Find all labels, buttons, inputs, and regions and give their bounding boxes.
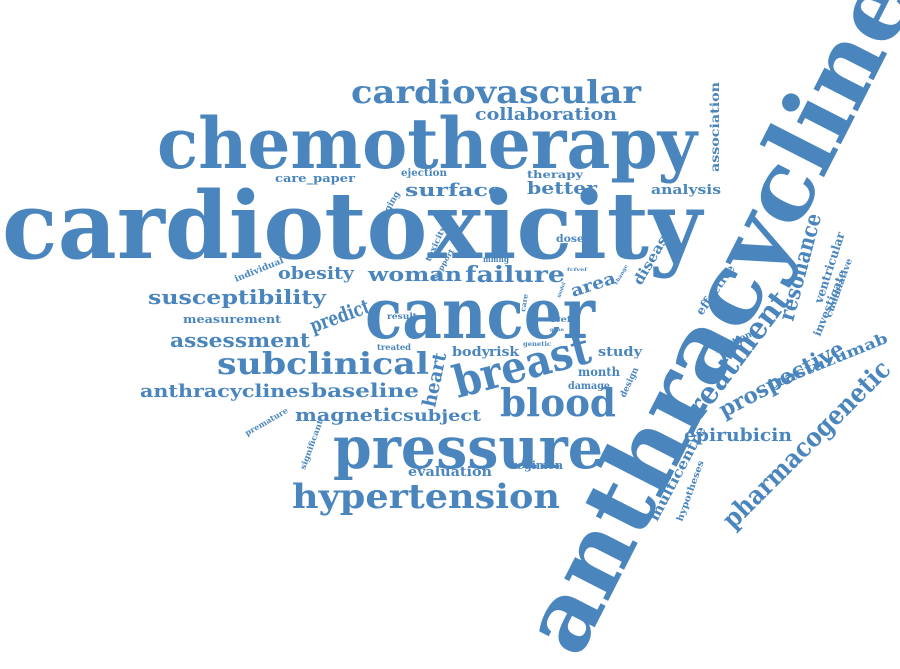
word-magnetic: magnetic bbox=[295, 405, 403, 426]
word-premature: premature bbox=[243, 405, 290, 438]
word-hypertension: hypertension bbox=[292, 477, 560, 517]
word-susceptibility: susceptibility bbox=[148, 285, 328, 309]
word-anthracyclines: anthracyclines bbox=[140, 381, 310, 402]
word-genetic: genetic bbox=[523, 341, 551, 348]
word-regimen: regimen bbox=[511, 459, 563, 472]
word-obesity: obesity bbox=[278, 264, 355, 284]
word-subject: subject bbox=[403, 406, 482, 425]
word-cardiotoxicity: cardiotoxicity bbox=[2, 171, 705, 280]
word-care: care bbox=[518, 293, 530, 313]
word-pressure: pressure bbox=[333, 414, 603, 482]
word-therapy: therapy bbox=[527, 170, 585, 181]
word-result: result bbox=[387, 311, 417, 321]
word-evaluation: evaluation bbox=[408, 465, 493, 480]
word-analysis: analysis bbox=[651, 183, 721, 198]
word-failure: failure bbox=[465, 262, 565, 288]
word-association: association bbox=[708, 82, 722, 172]
word-cardiovascular: cardiovascular bbox=[351, 73, 642, 111]
word-assessment: assessment bbox=[170, 328, 311, 352]
word-baseline: baseline bbox=[311, 380, 419, 402]
word-blood: blood bbox=[500, 380, 616, 425]
word-collaboration: collaboration bbox=[475, 105, 617, 125]
word-risk: risk bbox=[489, 345, 520, 360]
word-epirubicin: epirubicin bbox=[684, 425, 792, 446]
word-mmhg: mmhg bbox=[483, 254, 509, 264]
word-surface: surface bbox=[405, 180, 503, 201]
word-study: study bbox=[598, 345, 642, 360]
word-woman: woman bbox=[367, 262, 463, 286]
word-cancer: cancer bbox=[365, 272, 596, 355]
word-measurement: measurement bbox=[183, 313, 282, 326]
word-ejection: ejection bbox=[401, 168, 448, 179]
word-better: better bbox=[527, 179, 598, 199]
word-dose: dose bbox=[556, 234, 584, 245]
word-lvef: lvef bbox=[551, 314, 572, 324]
word-chemotherapy: chemotherapy bbox=[157, 102, 699, 185]
word-body: body bbox=[452, 345, 490, 360]
word-treated: treated bbox=[377, 342, 411, 352]
word-month: month bbox=[578, 365, 620, 379]
word-damage: damage bbox=[568, 381, 610, 392]
word-care_paper: care_paper bbox=[275, 172, 355, 186]
word-fcfvef: fcfvef bbox=[567, 267, 588, 273]
word-subclinical: subclinical bbox=[217, 347, 429, 382]
word-gene: gene bbox=[550, 327, 564, 333]
word-model: model bbox=[556, 282, 567, 299]
